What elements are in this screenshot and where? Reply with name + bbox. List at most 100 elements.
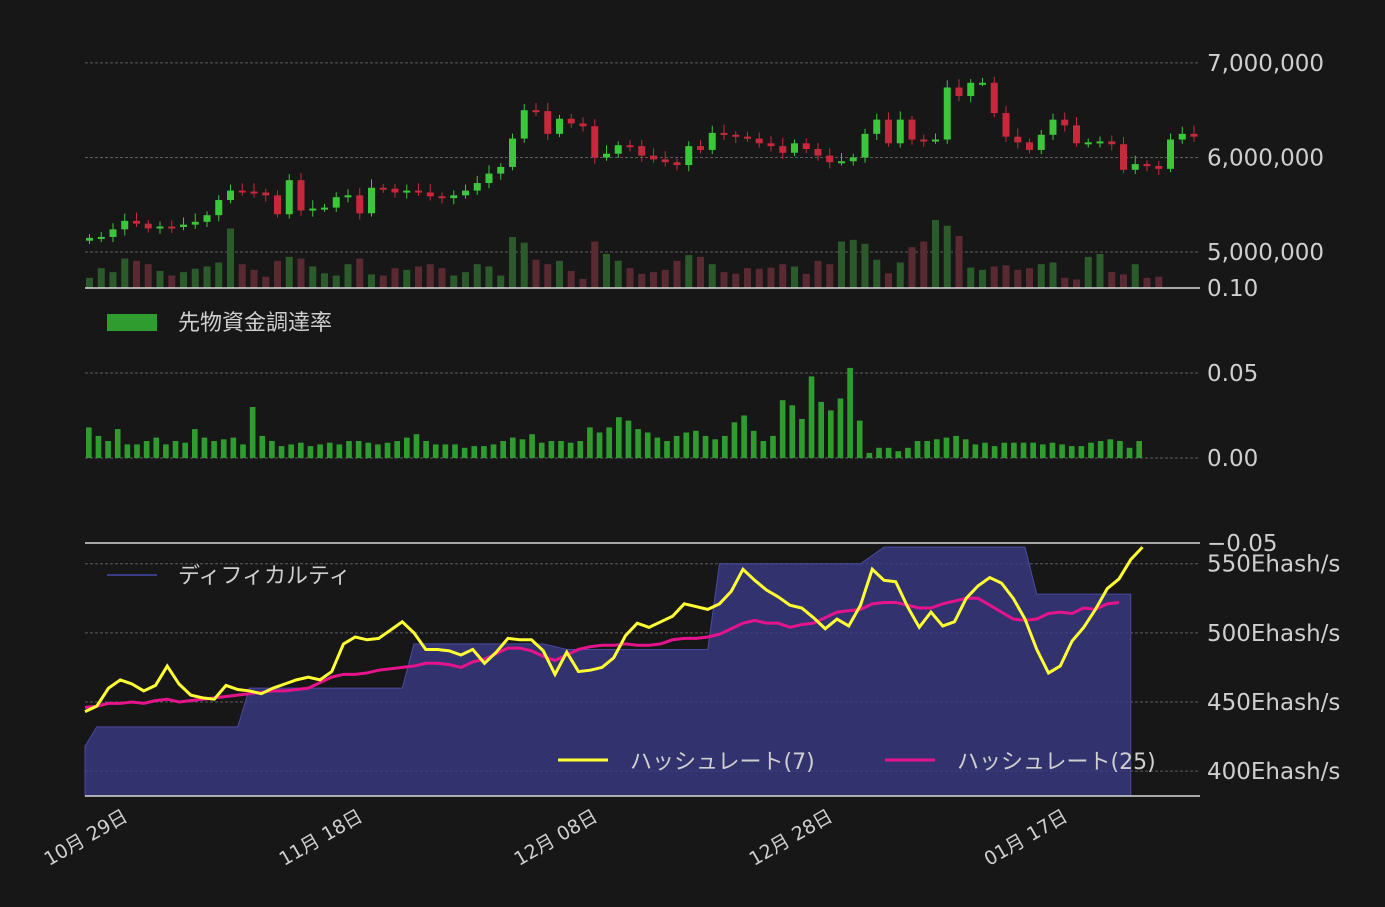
candle-body	[1131, 164, 1139, 170]
volume-bar	[861, 243, 869, 288]
hashrate-7-legend-label: ハッシュレート(7)	[630, 750, 815, 775]
funding-bar	[635, 429, 641, 458]
funding-bar	[548, 441, 555, 458]
volume-bar	[368, 274, 375, 288]
candle-body	[1155, 166, 1163, 169]
funding-bar	[914, 441, 921, 458]
volume-bar	[262, 276, 270, 288]
funding-bar	[95, 435, 102, 458]
funding-bar	[153, 437, 160, 458]
funding-bar	[722, 435, 728, 458]
candle-body	[309, 208, 317, 211]
hashrate-y-tick-label: 400Ehash/s	[1207, 759, 1340, 785]
candle-body	[943, 87, 951, 140]
hashrate-7-line	[84, 546, 1144, 714]
volume-bar	[967, 267, 975, 288]
candle-body	[626, 145, 634, 148]
funding-bar	[86, 427, 92, 458]
candle-body	[908, 119, 916, 140]
candle-body	[979, 82, 986, 85]
funding-y-tick-label: 0.10	[1207, 276, 1258, 302]
candle-body	[191, 221, 199, 225]
funding-bar	[326, 442, 333, 458]
volume-bar	[1108, 272, 1116, 288]
volume-bar	[932, 220, 939, 288]
candle-body	[755, 138, 763, 144]
funding-bar	[249, 407, 256, 458]
x-tick-label: 12月 28日	[745, 805, 836, 870]
volume-bar	[426, 264, 434, 288]
funding-bar	[500, 441, 506, 458]
funding-bar	[770, 435, 776, 458]
volume-bar	[109, 272, 117, 288]
candle-body	[168, 226, 176, 229]
funding-bar	[972, 444, 979, 458]
funding-bar	[384, 442, 391, 458]
funding-bar	[240, 444, 246, 458]
funding-bar	[114, 429, 121, 458]
funding-bar	[1040, 444, 1046, 458]
funding-legend-label: 先物資金調達率	[178, 311, 332, 336]
candle-body	[262, 192, 270, 196]
funding-bar	[741, 415, 747, 458]
volume-bar	[1143, 277, 1151, 288]
volume-bar	[849, 239, 857, 288]
candle-body	[838, 161, 845, 164]
funding-bar	[683, 432, 690, 458]
candle-body	[462, 190, 469, 196]
funding-bar	[105, 441, 111, 458]
volume-bar	[144, 264, 152, 288]
candle-body	[156, 226, 164, 229]
hashrate-panel: 400Ehash/s 450Ehash/s 500Ehash/s 550Ehash/s…	[84, 546, 1340, 797]
candle-body	[767, 143, 775, 147]
candle-body	[1084, 142, 1092, 145]
funding-bar	[490, 444, 497, 458]
candle-body	[779, 146, 787, 153]
candle-body	[415, 190, 422, 193]
candle-body	[97, 236, 105, 239]
volume-bar	[438, 268, 446, 288]
candle-body	[932, 139, 939, 142]
candle-body	[990, 82, 998, 114]
volume-bar	[180, 272, 187, 288]
funding-bar	[143, 441, 150, 458]
funding-bar	[702, 435, 709, 458]
funding-bar	[1030, 442, 1036, 458]
funding-bar	[837, 398, 844, 458]
candle-body	[732, 134, 740, 137]
difficulty-area	[84, 546, 1132, 797]
volume-bar	[356, 258, 364, 288]
price-panel: 5,000,000 6,000,000 7,000,000	[85, 51, 1324, 288]
volume-bar	[591, 241, 599, 288]
funding-bars	[86, 367, 1142, 458]
volume-bar	[297, 258, 305, 288]
candle-body	[1190, 133, 1198, 137]
candle-body	[297, 180, 305, 211]
volume-bar	[767, 267, 775, 288]
funding-bar	[288, 444, 294, 458]
volume-bar	[1026, 268, 1033, 288]
volume-bar	[614, 260, 622, 288]
funding-bar	[365, 442, 372, 458]
candle-body	[556, 118, 563, 134]
funding-bar	[905, 447, 911, 458]
funding-bar	[567, 442, 574, 458]
volume-bar	[673, 260, 681, 288]
funding-bar	[1049, 442, 1056, 458]
candles	[86, 76, 1198, 245]
volume-bar	[779, 264, 787, 288]
candle-body	[86, 237, 93, 241]
funding-bar	[577, 441, 584, 458]
candle-body	[180, 224, 187, 227]
funding-bar	[558, 441, 564, 458]
funding-bar	[336, 444, 343, 458]
funding-bar	[606, 427, 612, 458]
volume-bar	[332, 275, 340, 288]
funding-y-tick-label: −0.05	[1207, 531, 1277, 557]
funding-bar	[693, 430, 699, 458]
candle-body	[144, 223, 152, 229]
funding-panel: −0.05 0.00 0.05 0.10 先物資金調達率	[85, 276, 1277, 557]
funding-bar	[731, 422, 738, 458]
candle-body	[1167, 139, 1174, 169]
volume-bar	[462, 272, 469, 288]
